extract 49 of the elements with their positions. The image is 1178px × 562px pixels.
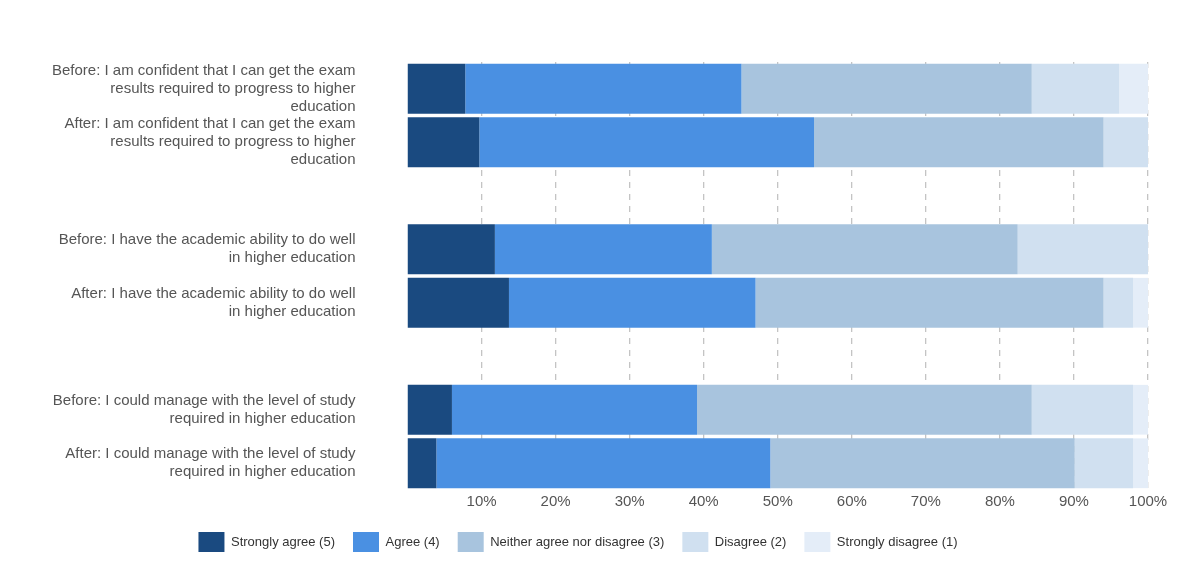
y-tick-label: Before: I could manage with the level of study required in higher education xyxy=(52,390,356,426)
bar xyxy=(451,384,698,435)
bar xyxy=(1133,277,1148,328)
bar xyxy=(755,277,1104,328)
bar xyxy=(407,438,437,489)
bar xyxy=(1103,277,1134,328)
bar xyxy=(494,224,712,275)
bar xyxy=(407,224,495,275)
y-tick-label: Before: I am confident that I can get the exam results required to progress to higher education xyxy=(51,60,356,114)
bar xyxy=(1074,438,1134,489)
legend-label: Neither agree nor disagree (3) xyxy=(490,533,665,549)
legend-label: Strongly agree (5) xyxy=(230,533,336,549)
bar xyxy=(436,438,771,489)
x-tick-label: 100% xyxy=(1128,492,1168,510)
y-tick-label: Before: I have the academic ability to do well in higher education xyxy=(58,230,356,266)
y-tick-label: After: I could manage with the level of study required in higher education xyxy=(65,444,357,480)
x-tick-label: 20% xyxy=(540,492,571,510)
bar xyxy=(1103,117,1148,168)
y-tick-label: After: I have the academic ability to do well in higher education xyxy=(71,283,356,319)
x-tick-label: 70% xyxy=(910,492,941,510)
bar xyxy=(770,438,1075,489)
bar xyxy=(407,63,466,114)
bar xyxy=(465,63,742,114)
bar xyxy=(1133,438,1148,489)
y-tick-label: After: I am confident that I can get the exam results required to progress to higher education xyxy=(64,114,356,168)
bar xyxy=(1017,224,1148,275)
x-tick-label: 30% xyxy=(614,492,645,510)
bar xyxy=(407,117,480,168)
bar xyxy=(711,224,1018,275)
x-tick-label: 90% xyxy=(1058,492,1089,510)
x-tick-label: 60% xyxy=(836,492,867,510)
bar xyxy=(508,277,756,328)
bar xyxy=(1119,63,1148,114)
legend-label: Disagree (2) xyxy=(714,533,787,549)
bar xyxy=(407,384,452,435)
bar xyxy=(1031,63,1120,114)
bar xyxy=(479,117,815,168)
x-tick-label: 40% xyxy=(688,492,719,510)
x-tick-label: 80% xyxy=(984,492,1015,510)
bar xyxy=(407,277,509,328)
legend-label: Strongly disagree (1) xyxy=(836,533,958,549)
x-tick-label: 10% xyxy=(466,492,497,510)
bar xyxy=(814,117,1104,168)
bar xyxy=(1133,384,1148,435)
bar xyxy=(741,63,1032,114)
bar xyxy=(1031,384,1134,435)
legend-label: Agree (4) xyxy=(385,533,440,549)
bar xyxy=(697,384,1032,435)
x-tick-label: 50% xyxy=(762,492,793,510)
